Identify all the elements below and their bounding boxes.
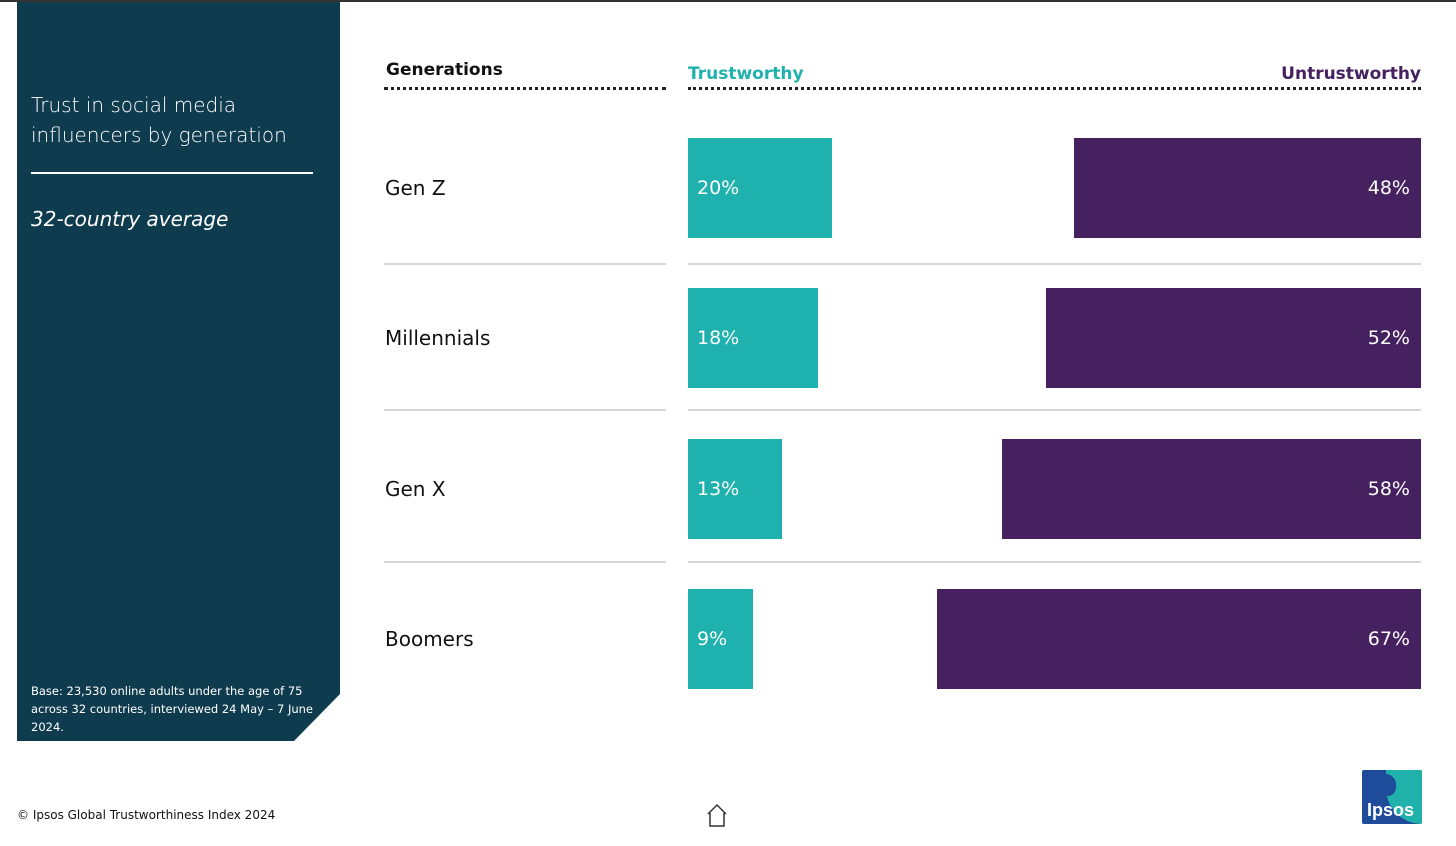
generations-header: Generations bbox=[386, 60, 503, 80]
untrustworthy-header: Untrustworthy bbox=[1281, 64, 1421, 84]
row-separator-right bbox=[688, 561, 1421, 563]
row-separator-left bbox=[384, 561, 666, 563]
copyright-footer: © Ipsos Global Trustworthiness Index 202… bbox=[17, 808, 276, 822]
row-separator-left bbox=[384, 263, 666, 265]
untrustworthy-bar-gen-x: 58% bbox=[1002, 439, 1421, 539]
title-divider bbox=[31, 172, 313, 174]
untrustworthy-value-label: 58% bbox=[1367, 478, 1410, 500]
row-separator-right bbox=[688, 263, 1421, 265]
chart-title: Trust in social media influencers by gen… bbox=[31, 93, 287, 147]
trustworthy-bar-millennials: 18% bbox=[688, 288, 818, 388]
ipsos-logo: Ipsos bbox=[1362, 770, 1422, 824]
trustworthy-value-label: 9% bbox=[697, 628, 728, 650]
home-icon[interactable] bbox=[706, 802, 728, 828]
values-header-rule bbox=[688, 87, 1421, 90]
title-panel: Trust in social media influencers by gen… bbox=[17, 2, 340, 741]
untrustworthy-bar-boomers: 67% bbox=[937, 589, 1421, 689]
untrustworthy-bar-gen-z: 48% bbox=[1074, 138, 1421, 238]
trustworthy-value-label: 18% bbox=[697, 327, 740, 349]
chart-subtitle: 32-country average bbox=[31, 207, 229, 231]
untrustworthy-value-label: 48% bbox=[1367, 177, 1410, 199]
top-rule bbox=[0, 0, 1456, 2]
trustworthy-value-label: 20% bbox=[697, 177, 740, 199]
row-label-gen-x: Gen X bbox=[385, 477, 446, 501]
row-label-boomers: Boomers bbox=[385, 627, 474, 651]
untrustworthy-value-label: 52% bbox=[1367, 327, 1410, 349]
trustworthy-bar-gen-z: 20% bbox=[688, 138, 833, 238]
row-separator-left bbox=[384, 409, 666, 411]
row-label-millennials: Millennials bbox=[385, 326, 491, 350]
row-separator-right bbox=[688, 409, 1421, 411]
trustworthy-header: Trustworthy bbox=[688, 64, 804, 84]
row-label-gen-z: Gen Z bbox=[385, 176, 446, 200]
generations-header-rule bbox=[384, 87, 666, 90]
base-note: Base: 23,530 online adults under the age… bbox=[31, 684, 314, 734]
logo-head bbox=[1376, 774, 1396, 796]
trustworthy-value-label: 13% bbox=[697, 478, 740, 500]
trustworthy-bar-boomers: 9% bbox=[688, 589, 753, 689]
logo-text: Ipsos bbox=[1367, 800, 1415, 820]
trustworthy-bar-gen-x: 13% bbox=[688, 439, 782, 539]
untrustworthy-value-label: 67% bbox=[1367, 628, 1410, 650]
untrustworthy-bar-millennials: 52% bbox=[1045, 288, 1421, 388]
